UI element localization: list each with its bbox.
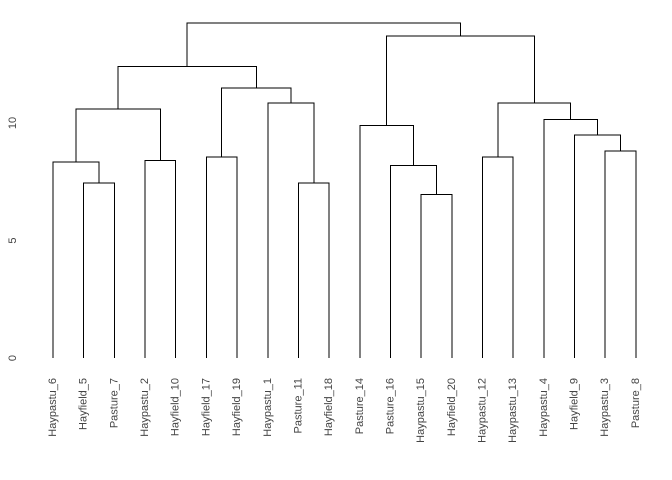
leaf-label: Hayfield_10 bbox=[170, 378, 182, 436]
dendrogram-link bbox=[482, 156, 514, 358]
dendrogram-link bbox=[52, 161, 100, 358]
leaf-label: Haypastu_13 bbox=[507, 378, 519, 443]
leaf-label: Haypastu_3 bbox=[599, 378, 611, 437]
leaf-label: Hayfield_9 bbox=[569, 378, 581, 430]
dendrogram-link bbox=[221, 87, 292, 158]
y-axis-tick-label: 0 bbox=[7, 355, 19, 361]
dendrogram-link bbox=[205, 156, 238, 358]
leaf-label: Hayfield_17 bbox=[200, 378, 212, 436]
dendrogram-link bbox=[267, 102, 315, 358]
dendrogram-link bbox=[359, 124, 414, 358]
dendrogram-link bbox=[144, 160, 177, 358]
leaf-label: Pasture_14 bbox=[354, 378, 366, 434]
leaf-label: Haypastu_4 bbox=[538, 378, 550, 437]
leaf-label: Haypastu_12 bbox=[477, 378, 489, 443]
leaf-label: Haypastu_2 bbox=[139, 378, 151, 437]
dendrogram-link bbox=[297, 182, 330, 358]
leaf-label: Pasture_8 bbox=[630, 378, 642, 428]
leaf-label: Pasture_11 bbox=[292, 378, 304, 433]
leaf-label: Pasture_16 bbox=[384, 378, 396, 434]
dendrogram-link bbox=[420, 194, 453, 358]
leaf-label: Haypastu_6 bbox=[47, 378, 59, 437]
leaf-label: Hayfield_18 bbox=[323, 378, 335, 436]
dendrogram-link bbox=[75, 108, 161, 162]
leaf-label: Haypastu_1 bbox=[262, 378, 274, 437]
dendrogram-link bbox=[186, 22, 461, 67]
dendrogram-link bbox=[386, 35, 535, 126]
leaf-label: Hayfield_5 bbox=[78, 378, 90, 430]
dendrogram-link bbox=[604, 150, 637, 358]
dendrogram-link bbox=[574, 134, 622, 358]
leaf-label: Pasture_7 bbox=[108, 378, 120, 428]
leaf-label: Hayfield_19 bbox=[231, 378, 243, 436]
dendrogram-link bbox=[83, 182, 115, 358]
dendrogram-link bbox=[543, 118, 599, 358]
dendrogram-link bbox=[497, 102, 572, 158]
leaf-label: Haypastu_15 bbox=[415, 378, 427, 443]
y-axis-tick-label: 10 bbox=[7, 117, 19, 129]
y-axis-tick-label: 5 bbox=[7, 237, 19, 243]
leaf-label: Hayfield_20 bbox=[446, 378, 458, 436]
